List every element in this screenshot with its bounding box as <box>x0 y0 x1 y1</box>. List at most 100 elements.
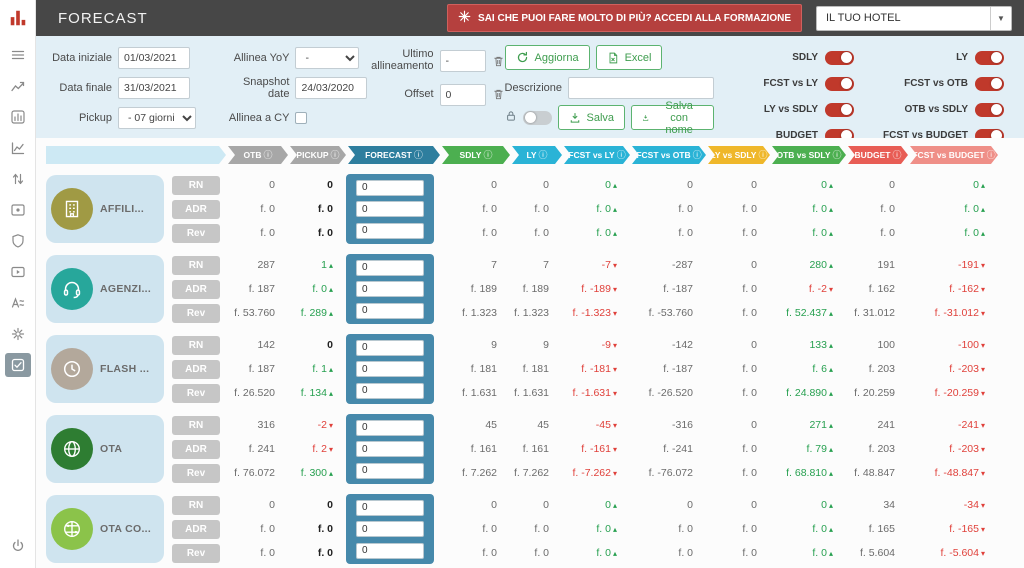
forecast-input[interactable] <box>356 500 424 516</box>
toggle-ly-vs-sdly[interactable] <box>825 103 854 117</box>
power-icon[interactable] <box>5 534 31 558</box>
cell-otb_vs_sdly: f. 6▴ <box>770 363 846 375</box>
app-logo-icon[interactable] <box>0 0 36 36</box>
descrizione-input[interactable] <box>568 77 714 99</box>
cell-otb_vs_sdly: f. 0▴ <box>770 523 846 535</box>
forecast-input[interactable] <box>356 441 424 457</box>
trend-up-icon: ▴ <box>329 261 333 270</box>
row-label-adr[interactable]: ADR <box>172 280 220 299</box>
tasks-checkbox-icon[interactable] <box>5 353 31 377</box>
toggle-fcst-vs-otb[interactable] <box>975 77 1004 91</box>
trend-up-icon: ▴ <box>829 525 833 534</box>
cell-otb_vs_sdly: f. 0▴ <box>770 203 846 215</box>
trash-icon[interactable] <box>492 88 505 101</box>
row-label-rn[interactable]: RN <box>172 256 220 275</box>
pickup-select[interactable]: - 07 giorni <box>118 107 196 129</box>
forecast-input[interactable] <box>356 180 424 196</box>
info-icon[interactable]: ⓘ <box>892 150 901 160</box>
chart-line-icon[interactable] <box>5 74 31 98</box>
row-label-rev[interactable]: Rev <box>172 304 220 323</box>
trend-down-icon: ▾ <box>613 285 617 294</box>
data-iniziale-label: Data iniziale <box>50 52 112 64</box>
info-icon[interactable]: ⓘ <box>758 150 767 160</box>
forecast-input[interactable] <box>356 361 424 377</box>
forecast-input[interactable] <box>356 521 424 537</box>
info-icon[interactable]: ⓘ <box>539 150 548 160</box>
row-label-rev[interactable]: Rev <box>172 464 220 483</box>
training-banner[interactable]: SAI CHE PUOI FARE MOLTO DI PIÙ? ACCEDI A… <box>447 4 802 32</box>
allinea-cy-checkbox[interactable] <box>295 112 307 124</box>
menu-icon[interactable] <box>5 43 31 67</box>
info-icon[interactable]: ⓘ <box>987 150 996 160</box>
trend-down-icon: ▾ <box>981 421 985 430</box>
hotel-selector-value: IL TUO HOTEL <box>817 12 990 24</box>
row-label-rn[interactable]: RN <box>172 336 220 355</box>
toggle-fcst-vs-ly[interactable] <box>825 77 854 91</box>
cell-ly_vs_sdly: f. 0 <box>706 307 770 319</box>
forecast-input[interactable] <box>356 463 424 479</box>
trend-up-icon: ▴ <box>829 309 833 318</box>
forecast-input[interactable] <box>356 420 424 436</box>
row-label-adr[interactable]: ADR <box>172 440 220 459</box>
screen-target-icon[interactable] <box>5 198 31 222</box>
shield-icon[interactable] <box>5 229 31 253</box>
row-label-rev[interactable]: Rev <box>172 384 220 403</box>
forecast-input[interactable] <box>356 543 424 559</box>
text-format-icon[interactable] <box>5 291 31 315</box>
forecast-input[interactable] <box>356 281 424 297</box>
trash-icon[interactable] <box>492 55 505 68</box>
info-icon[interactable]: ⓘ <box>617 150 626 160</box>
ultimo-allineamento-input[interactable] <box>440 50 486 72</box>
category-block-flash: FLASH ...RN142099-9▾-1420133▴100-100▾ADR… <box>46 333 1024 405</box>
chart-area-icon[interactable] <box>5 136 31 160</box>
cell-sdly: f. 0 <box>440 547 510 559</box>
category-name: FLASH ... <box>100 363 149 375</box>
info-icon[interactable]: ⓘ <box>414 150 423 160</box>
row-label-rn[interactable]: RN <box>172 496 220 515</box>
category-label: AFFILI... <box>46 175 164 243</box>
info-icon[interactable]: ⓘ <box>693 150 702 160</box>
cell-ly_vs_sdly: f. 0 <box>706 283 770 295</box>
aggiorna-button[interactable]: Aggiorna <box>505 45 590 70</box>
sort-arrows-icon[interactable] <box>5 167 31 191</box>
forecast-input[interactable] <box>356 260 424 276</box>
hotel-selector[interactable]: IL TUO HOTEL ▼ <box>816 6 1012 31</box>
offset-input[interactable] <box>440 84 486 106</box>
row-label-adr[interactable]: ADR <box>172 360 220 379</box>
snapshot-date-input[interactable] <box>295 77 367 99</box>
chart-bar-icon[interactable] <box>5 105 31 129</box>
excel-button[interactable]: Excel <box>596 45 663 70</box>
category-block-ota-co: OTA CO...RN00000▴000▴34-34▾ADRf. 0f. 0f.… <box>46 493 1024 565</box>
row-label-rev[interactable]: Rev <box>172 544 220 563</box>
cell-fcst_vs_ly: f. -189▾ <box>562 283 630 295</box>
forecast-input-group <box>346 254 434 324</box>
forecast-input[interactable] <box>356 201 424 217</box>
settings-gear-icon[interactable] <box>5 322 31 346</box>
info-icon[interactable]: ⓘ <box>483 150 492 160</box>
allinea-yoy-select[interactable]: - <box>295 47 359 69</box>
toggle-sdly[interactable] <box>825 51 854 65</box>
lock-toggle[interactable] <box>523 111 552 125</box>
data-finale-input[interactable] <box>118 77 190 99</box>
toggle-ly[interactable] <box>975 51 1004 65</box>
salva-button[interactable]: Salva <box>558 105 626 130</box>
data-iniziale-input[interactable] <box>118 47 190 69</box>
info-icon[interactable]: ⓘ <box>263 150 272 160</box>
cell-pickup: 0 <box>288 179 346 191</box>
info-icon[interactable]: ⓘ <box>833 150 842 160</box>
forecast-input[interactable] <box>356 340 424 356</box>
row-label-rev[interactable]: Rev <box>172 224 220 243</box>
row-label-adr[interactable]: ADR <box>172 520 220 539</box>
forecast-input[interactable] <box>356 303 424 319</box>
cell-pickup: f. 0 <box>288 547 346 559</box>
toggle-otb-vs-sdly[interactable] <box>975 103 1004 117</box>
row-label-adr[interactable]: ADR <box>172 200 220 219</box>
row-label-rn[interactable]: RN <box>172 416 220 435</box>
forecast-input[interactable] <box>356 383 424 399</box>
row-label-rn[interactable]: RN <box>172 176 220 195</box>
trend-down-icon: ▾ <box>981 525 985 534</box>
video-icon[interactable] <box>5 260 31 284</box>
info-icon[interactable]: ⓘ <box>331 150 340 160</box>
salva-con-nome-button[interactable]: Salva con nome <box>631 105 714 130</box>
forecast-input[interactable] <box>356 223 424 239</box>
